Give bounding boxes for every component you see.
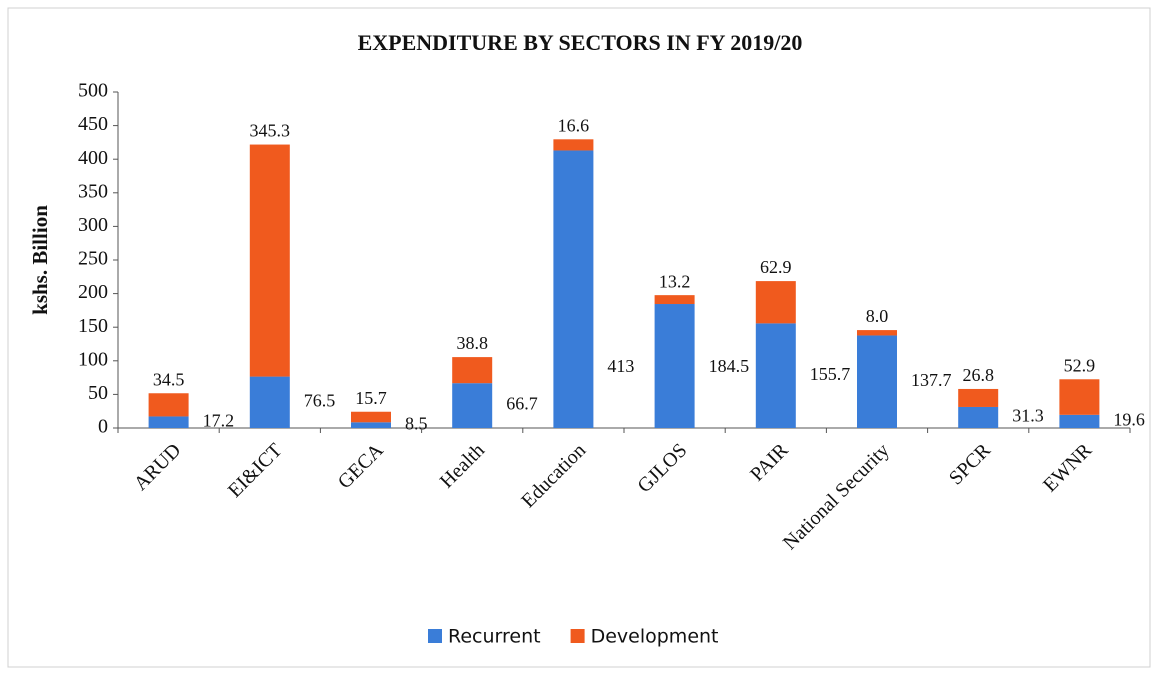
bar-segment: [148, 416, 189, 428]
value-label: 15.7: [355, 388, 387, 408]
y-tick-label: 250: [78, 248, 108, 270]
value-label: 19.6: [1113, 410, 1145, 430]
value-label: 16.6: [558, 115, 590, 135]
chart-title: EXPENDITURE BY SECTORS IN FY 2019/20: [358, 30, 803, 55]
y-tick-label: 450: [78, 113, 108, 135]
y-tick-label: 350: [78, 180, 108, 202]
bar-segment: [553, 150, 594, 429]
value-label: 26.8: [962, 365, 994, 385]
bar-segment: [351, 411, 391, 423]
y-tick-label: 0: [98, 416, 108, 438]
value-label: 13.2: [659, 271, 691, 291]
legend-label: Development: [591, 626, 719, 648]
value-label: 66.7: [506, 394, 538, 414]
y-tick-label: 300: [78, 214, 108, 236]
value-label: 38.8: [456, 333, 488, 353]
y-tick-label: 100: [78, 348, 108, 370]
value-label: 52.9: [1064, 355, 1096, 375]
bar-segment: [1059, 414, 1100, 428]
bar-segment: [654, 295, 695, 305]
bar-segment: [958, 388, 999, 407]
y-tick-label: 400: [78, 147, 108, 169]
bar-segment: [654, 304, 695, 428]
value-label: 345.3: [250, 121, 291, 141]
bar-segment: [249, 144, 290, 377]
value-label: 8.5: [405, 413, 428, 433]
bar-segment: [755, 323, 796, 428]
value-label: 34.5: [153, 369, 185, 389]
bar-segment: [452, 357, 493, 384]
value-label: 137.7: [911, 370, 952, 390]
value-label: 62.9: [760, 257, 792, 277]
y-tick-label: 50: [88, 382, 108, 404]
bar-segment: [553, 139, 594, 151]
y-tick-label: 150: [78, 315, 108, 337]
bar-segment: [1059, 379, 1100, 415]
value-label: 413: [607, 356, 634, 376]
value-label: 17.2: [203, 410, 235, 430]
value-label: 184.5: [709, 356, 750, 376]
bar-segment: [351, 422, 391, 428]
bar-segment: [755, 281, 796, 324]
bar-segment: [857, 335, 897, 428]
legend-swatch: [570, 629, 585, 643]
value-label: 31.3: [1012, 406, 1043, 426]
value-label: 76.5: [304, 390, 336, 410]
bar-segment: [452, 383, 493, 428]
value-label: 155.7: [810, 364, 851, 384]
bar-segment: [148, 393, 189, 417]
legend-label: Recurrent: [448, 626, 541, 648]
bar-segment: [249, 376, 290, 428]
legend-swatch: [428, 629, 442, 643]
y-tick-label: 200: [78, 281, 108, 303]
y-tick-label: 500: [78, 80, 108, 102]
value-label: 8.0: [866, 306, 889, 326]
y-axis-label: kshs. Billion: [28, 205, 52, 315]
bar-segment: [958, 406, 999, 428]
bar-segment: [857, 330, 897, 336]
